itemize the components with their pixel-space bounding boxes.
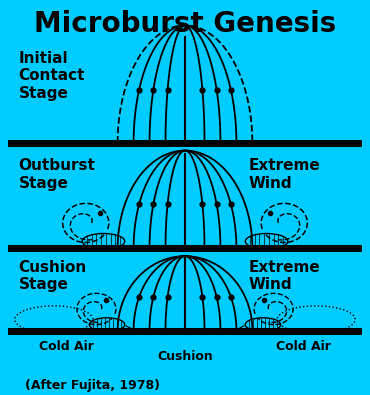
Text: Cushion
Stage: Cushion Stage [18,260,87,293]
Text: Extreme
Wind: Extreme Wind [249,260,320,293]
Text: (After Fujita, 1978): (After Fujita, 1978) [26,379,161,392]
Text: Cold Air: Cold Air [276,340,331,353]
Text: Microburst Genesis: Microburst Genesis [34,10,336,38]
Text: Outburst
Stage: Outburst Stage [18,158,95,191]
Text: Initial
Contact
Stage: Initial Contact Stage [18,51,85,101]
Text: Cushion: Cushion [157,350,213,363]
Text: Extreme
Wind: Extreme Wind [249,158,320,191]
Text: Cold Air: Cold Air [39,340,94,353]
